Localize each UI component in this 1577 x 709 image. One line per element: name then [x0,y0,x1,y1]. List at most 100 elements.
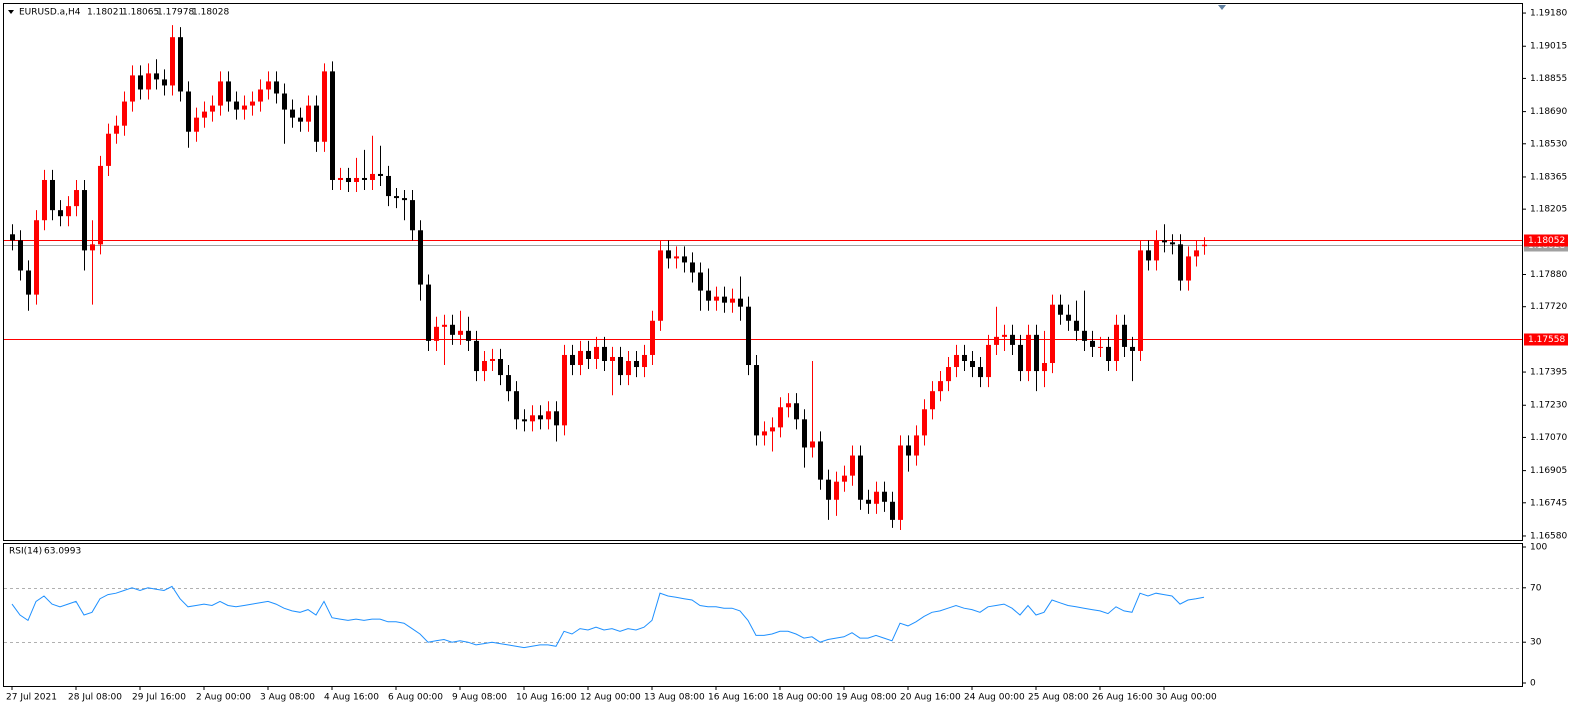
candle-body [986,344,991,378]
candle-body [474,340,479,372]
candle-body [610,356,615,361]
candle-body [1186,256,1191,281]
candle-body [170,37,175,86]
candle-body [602,346,607,361]
candle-body [738,298,743,307]
candle-body [162,79,167,86]
candle-body [570,354,575,366]
x-tick-label: 24 Aug 00:00 [964,693,1025,703]
candle-body [922,409,927,436]
candle-body [202,111,207,118]
candle-body [90,244,95,251]
candle-body [754,365,759,436]
candle-body [42,179,47,221]
candle-body [730,298,735,303]
candle-body [898,445,903,520]
candle-body [850,455,855,476]
candle-body [346,177,351,182]
candle-body [914,435,919,456]
candle-body [938,381,943,392]
y-tick-label: 30 [1530,638,1542,648]
candle-body [1018,344,1023,372]
candle-body [1202,244,1207,247]
x-tick-label: 13 Aug 08:00 [644,693,705,703]
y-tick-label: 1.16745 [1530,498,1567,508]
candle-body [1114,324,1119,361]
candle-body [690,262,695,273]
candle-body [138,75,143,90]
candle-body [306,105,311,122]
y-tick-label: 70 [1530,583,1542,593]
candle-body [858,455,863,500]
candle-body [1074,320,1079,331]
candle-body [706,290,711,301]
menu-arrow [8,10,14,14]
candle-body [50,179,55,211]
candle-body [794,403,799,420]
candle-body [826,479,831,500]
x-tick-label: 18 Aug 00:00 [772,693,833,703]
candle-body [354,177,359,182]
candle-body [330,71,335,180]
y-tick-label: 1.18855 [1530,74,1567,84]
candle-body [1002,334,1007,337]
y-tick-label: 1.18365 [1530,172,1567,182]
close-value: 1.18028 [192,8,229,18]
y-tick-label: 1.17230 [1530,401,1567,411]
candle-body [26,270,31,295]
y-tick-label: 1.18530 [1530,139,1567,149]
candle-body [890,501,895,520]
candle-body [618,356,623,376]
candle-body [1050,304,1055,364]
candle-body [402,198,407,201]
candle-body [74,190,79,207]
y-tick-label: 0 [1530,679,1536,689]
y-tick-label: 100 [1530,543,1547,553]
candle-body [1090,340,1095,347]
candle-body [882,491,887,502]
candle-body [322,71,327,142]
candle-body [746,306,751,366]
candle-body [1082,330,1087,341]
candle-body [786,403,791,408]
x-tick-label: 30 Aug 00:00 [1156,693,1217,703]
candle-body [178,37,183,92]
candle-body [10,234,15,241]
candle-body [962,354,967,361]
candle-body [386,175,391,197]
x-tick-label: 4 Aug 16:00 [324,693,379,703]
candle-body [642,354,647,368]
y-tick-label: 1.16905 [1530,466,1567,476]
candle-body [586,350,591,359]
y-tick-label: 1.17395 [1530,368,1567,378]
price-label: 1.18052 [1528,236,1565,246]
x-tick-label: 12 Aug 00:00 [580,693,641,703]
candle-body [930,391,935,410]
y-tick-label: 1.19180 [1530,9,1567,19]
candle-body [394,196,399,199]
candle-body [442,324,447,327]
high-value: 1.18065 [122,8,159,18]
y-tick-label: 1.17720 [1530,302,1567,312]
candle-body [274,81,279,94]
candle-body [1098,346,1103,348]
rsi-line [11,585,1205,649]
candle-body [514,391,519,420]
x-tick-label: 9 Aug 08:00 [452,693,507,703]
candle-body [810,441,815,448]
y-tick-label: 1.17880 [1530,270,1567,280]
candle-body [314,105,319,142]
candle-body [130,75,135,102]
candle-body [362,177,367,180]
candle-body [482,360,487,372]
candle-body [106,133,111,166]
candle-body [978,367,983,378]
x-tick-label: 19 Aug 08:00 [836,693,897,703]
candle-body [866,499,871,504]
candle-body [210,105,215,112]
candle-body [658,250,663,321]
x-tick-label: 25 Aug 08:00 [1028,693,1089,703]
candle-body [1122,324,1127,347]
